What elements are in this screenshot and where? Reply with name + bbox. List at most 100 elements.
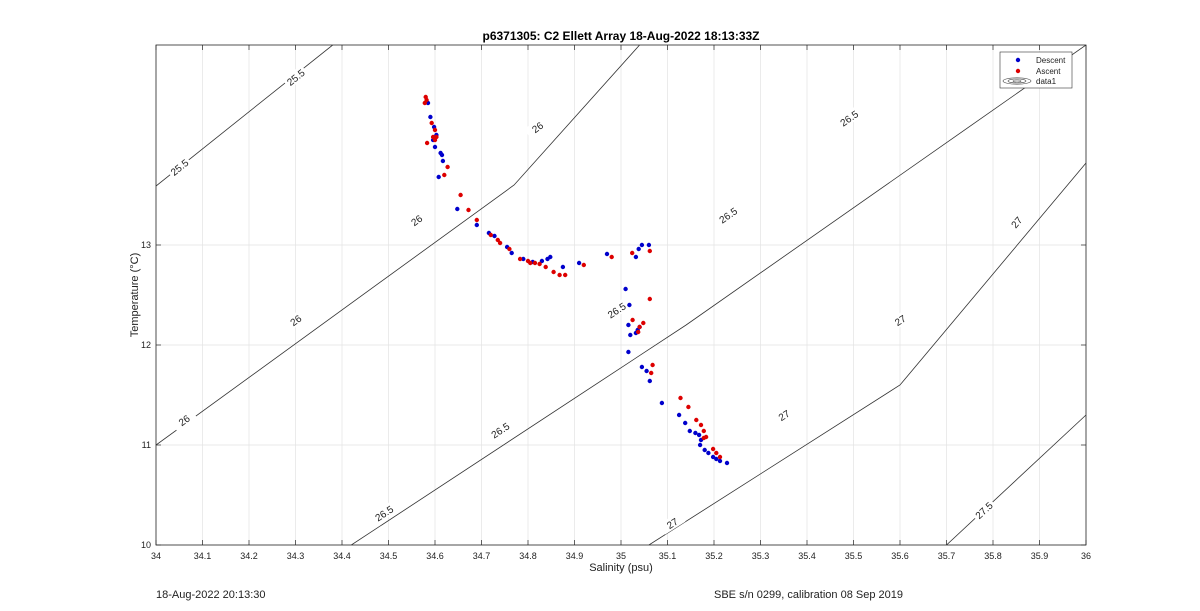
- ascent-point: [717, 454, 723, 460]
- y-tick-label: 10: [141, 540, 151, 550]
- descent-point: [428, 114, 433, 120]
- contour-label-bg: [282, 308, 309, 332]
- legend-ascent-label: Ascent: [1036, 67, 1061, 76]
- ascent-point: [424, 140, 430, 146]
- ascent-point: [432, 127, 438, 133]
- density-contour-26: [156, 45, 640, 446]
- contour-label-bg: [714, 203, 742, 227]
- ascent-point: [630, 317, 635, 323]
- ascent-point: [701, 428, 706, 434]
- contour-label-bg: [170, 408, 198, 432]
- density-contour-27.5: [946, 414, 1086, 545]
- descent-point: [717, 458, 723, 464]
- ascent-point: [641, 320, 646, 326]
- descent-point: [724, 460, 730, 466]
- x-tick-label: 34.8: [519, 551, 537, 561]
- x-tick-label: 34.7: [473, 551, 491, 561]
- contour-label-group: 27: [770, 403, 798, 427]
- chart-title: p6371305: C2 Ellett Array 18-Aug-2022 18…: [482, 29, 759, 43]
- ascent-point: [637, 324, 642, 330]
- ascent-point: [650, 362, 655, 368]
- descent-point: [676, 412, 682, 418]
- ascent-point: [445, 164, 450, 170]
- descent-point: [626, 322, 631, 328]
- ascent-point: [543, 264, 548, 270]
- x-tick-label: 34.6: [426, 551, 444, 561]
- descent-point: [710, 454, 716, 460]
- contour-label-bg: [282, 64, 309, 90]
- descent-point: [697, 442, 703, 448]
- data-points: [422, 94, 730, 466]
- legend-ascent-marker: [1015, 68, 1021, 74]
- legend-contour-label: data1: [1036, 77, 1057, 86]
- x-tick-label: 35.7: [938, 551, 956, 561]
- ascent-point: [678, 395, 683, 401]
- descent-point: [521, 256, 526, 262]
- y-tick-label: 12: [141, 340, 151, 350]
- descent-point: [548, 254, 553, 260]
- x-tick-label: 35.3: [752, 551, 770, 561]
- ascent-point: [609, 254, 614, 260]
- ascent-point: [497, 240, 503, 246]
- x-tick-label: 34.5: [380, 551, 398, 561]
- ascent-point: [442, 172, 447, 178]
- density-contour-26.5: [351, 45, 1086, 545]
- x-tick-label: 36: [1081, 551, 1091, 561]
- descent-point: [626, 349, 631, 355]
- ascent-point: [636, 329, 641, 335]
- ascent-point: [647, 248, 652, 254]
- descent-point: [696, 432, 702, 438]
- ascent-point: [474, 217, 479, 223]
- descent-point: [474, 222, 479, 228]
- x-tick-label: 35.2: [705, 551, 723, 561]
- ascent-point: [698, 422, 704, 428]
- x-tick-label: 35.1: [659, 551, 677, 561]
- descent-point: [633, 254, 639, 260]
- contour-label-bg: [524, 115, 551, 139]
- contour-label-group: 26: [403, 208, 430, 232]
- ascent-point: [495, 237, 500, 243]
- x-tick-label: 35.4: [798, 551, 816, 561]
- descent-point: [647, 378, 652, 384]
- ascent-point: [551, 269, 556, 275]
- ascent-point: [537, 261, 542, 267]
- ascent-point: [563, 272, 568, 278]
- y-tick-label: 11: [142, 440, 151, 450]
- ascent-point: [647, 296, 652, 302]
- descent-point: [687, 428, 692, 434]
- contour-label-bg: [370, 501, 398, 525]
- contour-label-bg: [770, 403, 798, 427]
- descent-point: [714, 456, 719, 462]
- ascent-point: [458, 192, 463, 198]
- ascent-point: [710, 446, 716, 452]
- ascent-point: [466, 207, 471, 213]
- grid: [155, 45, 1087, 546]
- legend-box: [999, 51, 1073, 89]
- x-tick-label: 34.3: [287, 551, 305, 561]
- ascent-point: [714, 450, 719, 456]
- contour-label-bg: [486, 418, 514, 442]
- descent-point: [702, 447, 707, 453]
- descent-point: [439, 152, 445, 158]
- axis-ticks: 34 34.1 34.2 34.3 34.4 34.5 34.6 34.7 34.8 34.9 35…: [141, 45, 1091, 561]
- descent-point: [693, 430, 698, 436]
- descent-point: [659, 400, 665, 406]
- contour-label-bg: [886, 308, 914, 332]
- contour-label-group: 27: [658, 511, 686, 535]
- descent-point: [706, 450, 711, 456]
- x-tick-label: 35: [616, 551, 626, 561]
- descent-point: [560, 264, 566, 270]
- contour-label-group: 27: [886, 308, 914, 332]
- sensor-calibration-note: SBE s/n 0299, calibration 08 Sep 2019: [714, 589, 903, 601]
- descent-point: [627, 302, 632, 308]
- descent-point: [636, 246, 641, 252]
- contour-label-bg: [658, 511, 686, 535]
- x-tick-label: 34: [151, 551, 161, 561]
- descent-point: [432, 144, 438, 150]
- ascent-point: [581, 262, 586, 268]
- descent-point: [623, 286, 628, 292]
- ascent-point: [429, 120, 434, 126]
- x-tick-label: 34.2: [240, 551, 258, 561]
- x-tick-label: 35.6: [891, 551, 909, 561]
